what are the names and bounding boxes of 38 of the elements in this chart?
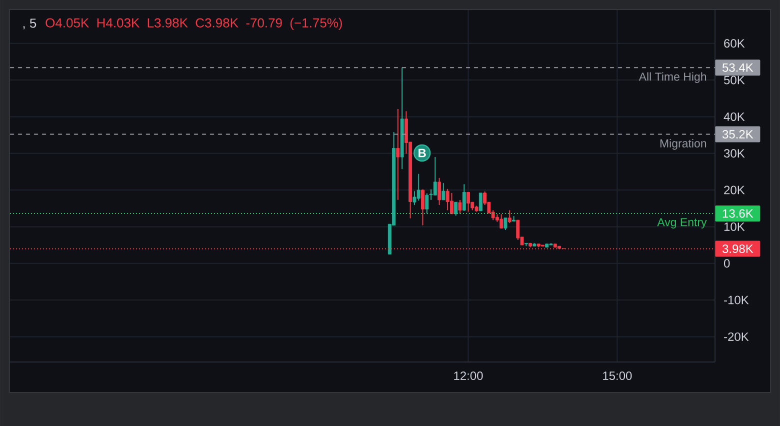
y-tick-label: -10K [724,296,749,304]
ref-line-label: All Time High [638,72,706,83]
candlestick [508,210,512,224]
candlestick [442,182,446,200]
text: O4.05K H4.03K L3.98K C3.98K -70.79 (−1.75%) [46,18,342,30]
ref-line-label: Migration [660,139,706,150]
candlestick [433,156,437,196]
candlestick [396,108,400,200]
candlestick [425,192,429,214]
candlestick [462,184,466,212]
candlestick [450,192,454,214]
candlestick [446,188,450,211]
candlestick [458,199,462,214]
y-tick-label: 40K [724,112,745,121]
candlestick [466,192,470,212]
ref-line-label: Avg Entry [657,218,707,228]
text: , 5 [23,18,36,30]
x-tick-label: 12:00 [454,372,483,380]
y-tick-label: -20K [724,332,749,341]
text: 3.98K [722,244,754,254]
text: 53.4K [722,63,754,72]
candlestick [500,214,504,229]
candlestick [420,188,424,226]
y-tick-label: 0 [724,259,730,268]
x-tick-label: 15:00 [603,372,632,380]
text: 35.2K [722,130,754,139]
y-tick-label: 20K [724,186,745,194]
candlestick [438,177,442,206]
annotation: B [418,148,426,158]
candlestick [504,217,508,230]
y-tick-label: 60K [724,39,745,48]
candlestick [478,192,482,212]
candlestick [454,202,458,216]
y-tick-label: 10K [724,222,745,231]
text: 13.6K [722,209,754,218]
candlestick [416,173,420,202]
y-tick-label: 30K [724,149,745,158]
y-tick-label: 50K [724,76,745,84]
